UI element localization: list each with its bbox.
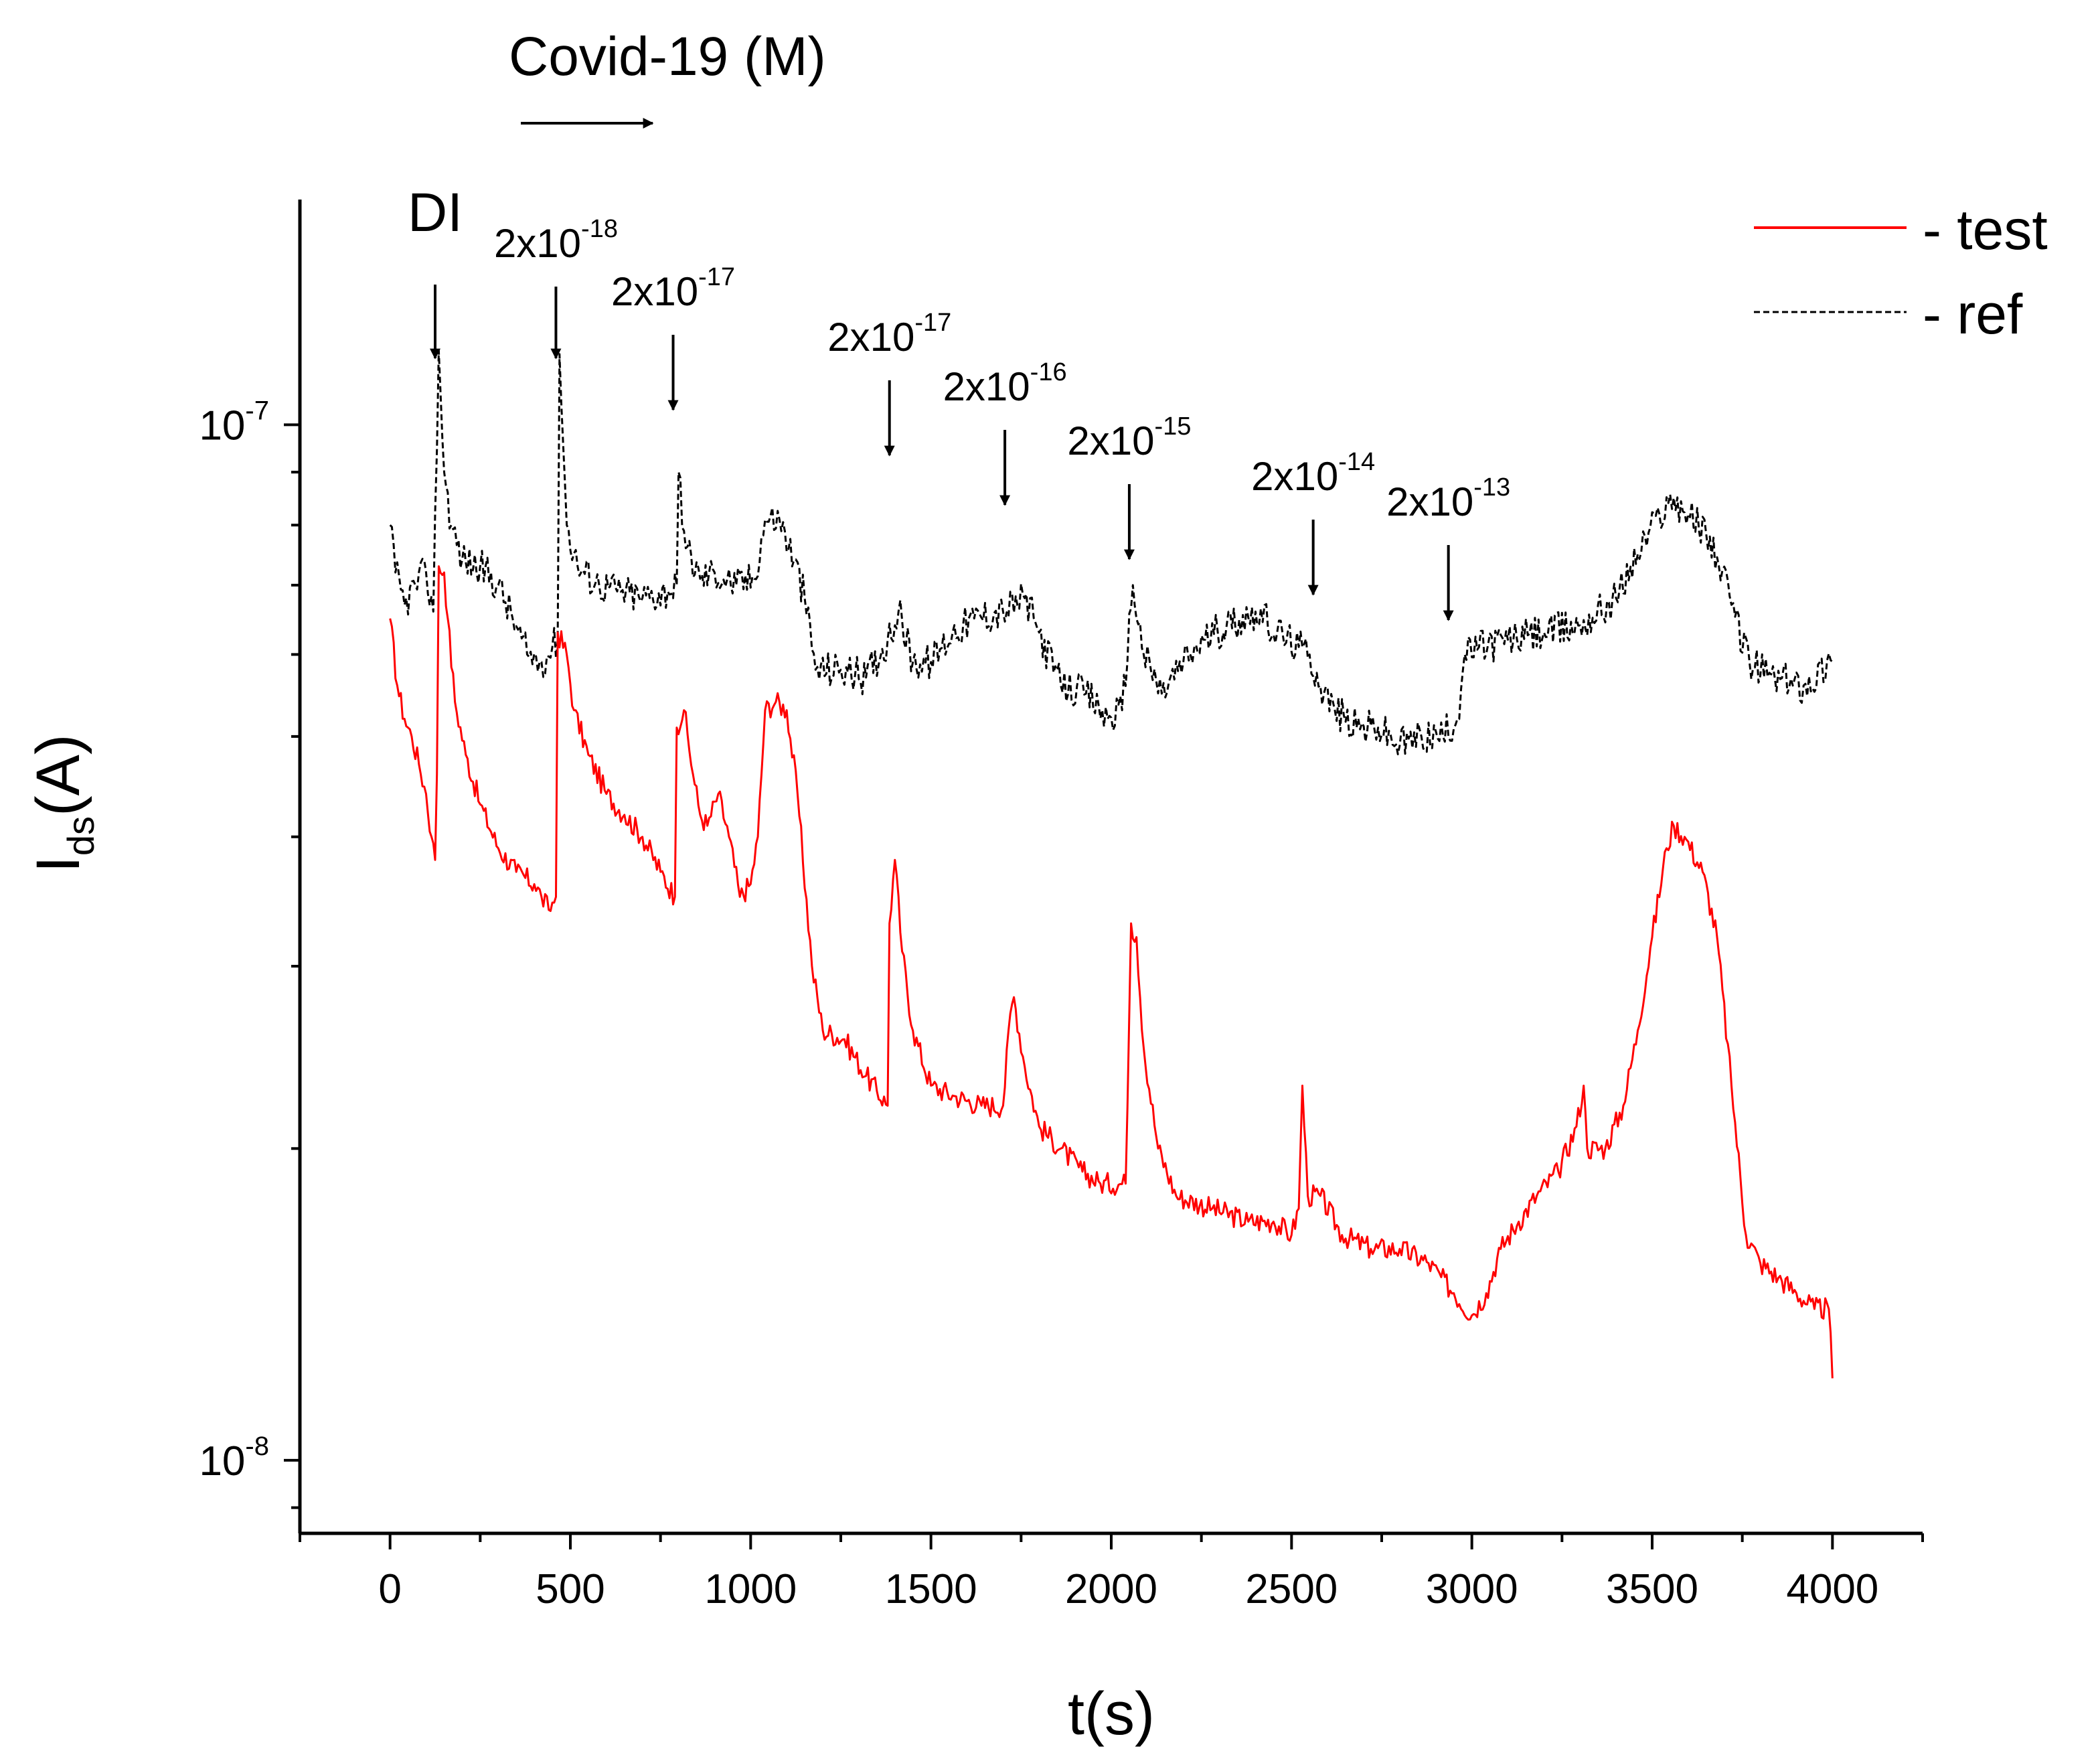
legend-test-label: - test: [1923, 198, 2048, 261]
header-label: Covid-19 (M): [509, 26, 826, 87]
x-tick-label: 1500: [885, 1566, 977, 1612]
y-ticks: 10-7 10-8: [199, 396, 300, 1509]
annotation-label: DI: [408, 182, 463, 243]
x-ticks: 0 500 1000 1500 2000 2500 3000 3500 4000: [299, 1533, 1924, 1612]
y-axis-label-suffix: (A): [24, 734, 92, 816]
x-tick-label: 2500: [1245, 1566, 1338, 1612]
svg-text:Ids(A): Ids(A): [24, 734, 102, 872]
annotation-label: 2x10-17: [611, 263, 735, 314]
y-axis-label-sub: ds: [60, 816, 102, 856]
x-tick-label: 4000: [1786, 1566, 1878, 1612]
x-tick-label: 3500: [1606, 1566, 1698, 1612]
annotation-label: 2x10-15: [1067, 412, 1191, 463]
x-tick-label: 500: [536, 1566, 604, 1612]
y-tick-label: 10-8: [199, 1432, 269, 1484]
series-test-line: [389, 565, 1834, 1379]
x-tick-label: 3000: [1426, 1566, 1518, 1612]
x-axis-label: t(s): [1068, 1681, 1155, 1748]
annotation-label: 2x10-18: [494, 215, 618, 266]
annotation-label: 2x10-13: [1386, 473, 1510, 524]
legend-ref-label: - ref: [1923, 283, 2023, 346]
x-tick-label: 0: [378, 1566, 401, 1612]
annotation-label: 2x10-14: [1251, 448, 1375, 499]
annotation-arrows: DI2x10-182x10-172x10-172x10-162x10-152x1…: [408, 182, 1510, 621]
x-tick-label: 1000: [704, 1566, 797, 1612]
y-axis-label-main: I: [24, 856, 92, 873]
series-ref-line: [389, 349, 1834, 755]
annotation-label: 2x10-16: [943, 358, 1067, 409]
x-tick-label: 2000: [1065, 1566, 1157, 1612]
y-tick-label: 10-7: [199, 396, 269, 449]
annotation-label: 2x10-17: [827, 309, 951, 360]
y-axis-label: Ids(A): [24, 734, 102, 872]
legend: - test - ref: [1754, 198, 2048, 346]
